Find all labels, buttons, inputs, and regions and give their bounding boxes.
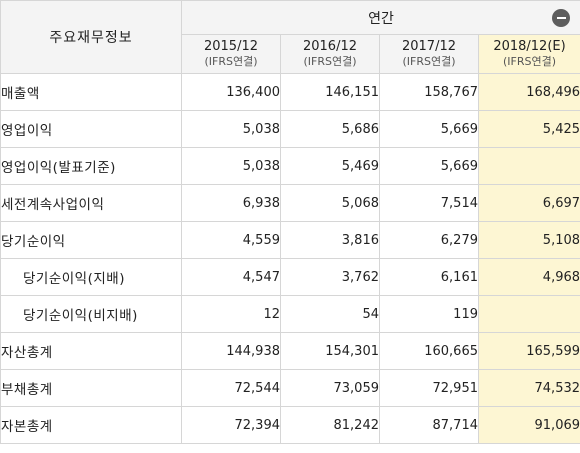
table-cell-estimate: 6,697 — [477, 184, 580, 222]
table-row-net-income-controlling: 당기순이익(지배) 4,547 3,762 6,161 4,968 — [0, 258, 580, 296]
table-cell: 72,544 — [181, 369, 281, 407]
table-cell: 160,665 — [379, 332, 479, 370]
table-row-operating-profit: 영업이익 5,038 5,686 5,669 5,425 — [0, 110, 580, 148]
row-label: 자산총계 — [0, 332, 182, 370]
annual-group-header: 연간 — [180, 0, 580, 35]
table-cell-estimate — [477, 295, 580, 333]
table-cell: 4,559 — [181, 221, 281, 259]
table-cell: 5,669 — [379, 110, 479, 148]
row-label: 매출액 — [0, 73, 182, 111]
table-cell: 3,762 — [280, 258, 380, 296]
row-label: 당기순이익(지배) — [0, 258, 182, 296]
row-label: 자본총계 — [0, 406, 182, 444]
row-label: 영업이익(발표기준) — [0, 147, 182, 185]
table-cell: 6,938 — [181, 184, 281, 222]
table-cell: 72,394 — [181, 406, 281, 444]
table-cell: 4,547 — [181, 258, 281, 296]
period-year: 2017/12 — [401, 39, 456, 54]
table-cell: 136,400 — [181, 73, 281, 111]
period-header-2018e: 2018/12(E) (IFRS연결) — [477, 34, 580, 74]
table-cell-estimate: 5,108 — [477, 221, 580, 259]
period-basis: (IFRS연결) — [502, 55, 557, 68]
header-row-group: 주요재무정보 연간 — [0, 0, 580, 74]
table-cell: 158,767 — [379, 73, 479, 111]
annual-group-label: 연간 — [368, 10, 394, 27]
minus-circle-icon[interactable] — [552, 9, 571, 27]
table-row-net-income: 당기순이익 4,559 3,816 6,279 5,108 — [0, 221, 580, 259]
table-cell-estimate: 4,968 — [477, 258, 580, 296]
table-cell: 5,068 — [280, 184, 380, 222]
table-row-pretax-income: 세전계속사업이익 6,938 5,068 7,514 6,697 — [0, 184, 580, 222]
table-cell: 5,686 — [280, 110, 380, 148]
row-label: 부채총계 — [0, 369, 182, 407]
period-year: 2015/12 — [203, 39, 258, 54]
period-basis: (IFRS연결) — [402, 55, 456, 68]
table-cell: 146,151 — [280, 73, 380, 111]
table-cell: 5,669 — [379, 147, 479, 185]
table-cell: 54 — [280, 295, 380, 333]
table-row-revenue: 매출액 136,400 146,151 158,767 168,496 — [0, 73, 580, 111]
table-cell: 73,059 — [280, 369, 380, 407]
row-label: 당기순이익 — [0, 221, 182, 259]
table-row-operating-profit-reported: 영업이익(발표기준) 5,038 5,469 5,669 — [0, 147, 580, 185]
period-year: 2018/12(E) — [493, 39, 566, 54]
table-cell: 12 — [181, 295, 281, 333]
row-label: 영업이익 — [0, 110, 182, 148]
period-basis: (IFRS연결) — [204, 55, 258, 68]
table-cell: 72,951 — [379, 369, 479, 407]
table-cell: 6,161 — [379, 258, 479, 296]
table-row-total-liabilities: 부채총계 72,544 73,059 72,951 74,532 — [0, 369, 580, 407]
table-cell-estimate: 74,532 — [477, 369, 580, 407]
table-cell: 144,938 — [181, 332, 281, 370]
table-cell-estimate: 91,069 — [477, 406, 580, 444]
period-header-2016: 2016/12 (IFRS연결) — [280, 34, 380, 74]
table-row-total-assets: 자산총계 144,938 154,301 160,665 165,599 — [0, 332, 580, 370]
table-cell: 7,514 — [379, 184, 479, 222]
period-basis: (IFRS연결) — [303, 55, 357, 68]
row-label: 당기순이익(비지배) — [0, 295, 182, 333]
table-cell: 6,279 — [379, 221, 479, 259]
table-cell: 3,816 — [280, 221, 380, 259]
table-cell: 5,038 — [181, 110, 281, 148]
period-header-2015: 2015/12 (IFRS연결) — [181, 34, 281, 74]
table-cell: 5,469 — [280, 147, 380, 185]
table-row-total-equity: 자본총계 72,394 81,242 87,714 91,069 — [0, 406, 580, 444]
table-cell-estimate — [477, 147, 580, 185]
row-header-cell: 주요재무정보 — [0, 0, 182, 74]
table-cell: 119 — [379, 295, 479, 333]
table-cell: 81,242 — [280, 406, 380, 444]
period-header-2017: 2017/12 (IFRS연결) — [379, 34, 479, 74]
period-year: 2016/12 — [302, 39, 357, 54]
table-cell-estimate: 5,425 — [477, 110, 580, 148]
header-row-periods: 2015/12 (IFRS연결) 2016/12 (IFRS연결) 2017/1… — [1, 34, 580, 74]
table-cell: 87,714 — [379, 406, 479, 444]
row-label: 세전계속사업이익 — [0, 184, 182, 222]
table-cell-estimate: 165,599 — [477, 332, 580, 370]
table-cell: 5,038 — [181, 147, 281, 185]
table-row-net-income-noncontrolling: 당기순이익(비지배) 12 54 119 — [0, 295, 580, 333]
table-cell-estimate: 168,496 — [477, 73, 580, 111]
table-cell: 154,301 — [280, 332, 380, 370]
